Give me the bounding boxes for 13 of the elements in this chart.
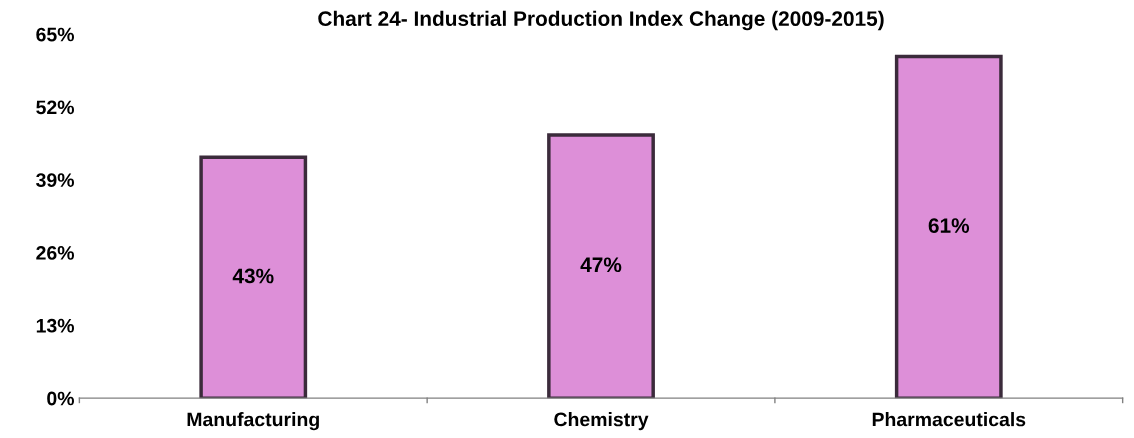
chart-title: Chart 24- Industrial Production Index Change (2009-2015) [318,10,884,31]
y-tick-label: 13% [36,318,75,333]
x-tick-label: Pharmaceuticals [872,412,1026,427]
y-tick-label: 52% [36,100,75,115]
y-tick-label: 65% [36,27,75,42]
x-tick-label: Manufacturing [187,412,319,431]
data-label: 47% [580,257,622,273]
x-tick-label: Chemistry [554,412,649,431]
data-label: 43% [232,268,274,284]
data-label: 61% [928,218,970,233]
y-tick-label: 26% [36,246,75,260]
y-tick-label: 0% [47,391,75,406]
y-tick-label: 39% [36,173,75,188]
